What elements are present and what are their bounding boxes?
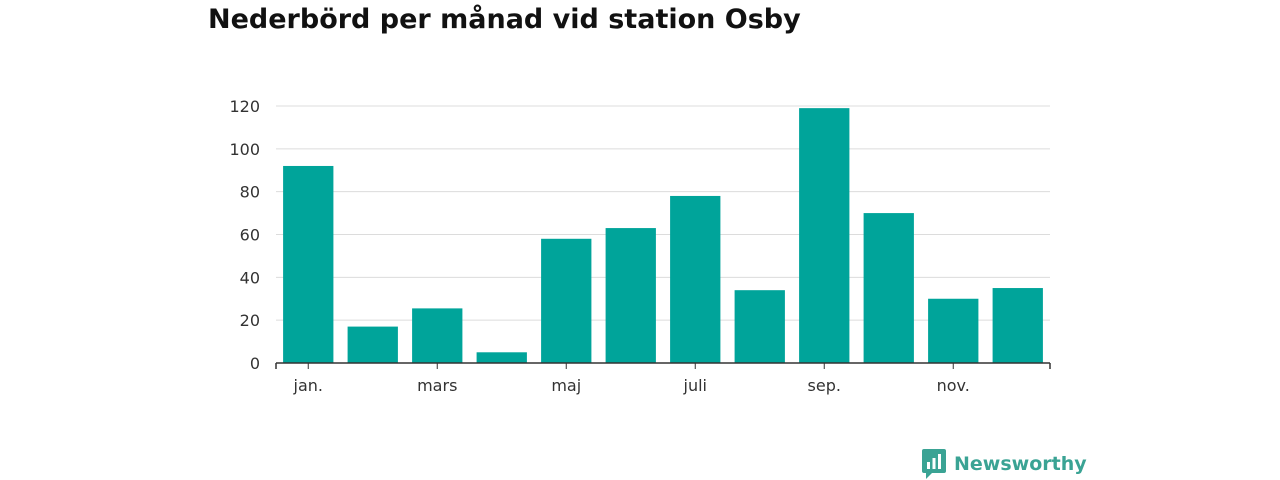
bar-nov	[928, 298, 979, 363]
axes	[275, 362, 1051, 369]
y-tick-label: 60	[240, 226, 260, 245]
bar-jan	[283, 165, 334, 363]
gridlines	[276, 105, 1050, 321]
y-tick-label: 80	[240, 183, 260, 202]
y-tick-labels: 0 20 40 60 80 100 120	[229, 97, 260, 373]
y-tick-label: 100	[229, 140, 260, 159]
newsworthy-logo: Newsworthy	[922, 449, 1087, 479]
x-tick-label: nov.	[937, 376, 970, 395]
bar-juli	[670, 195, 721, 363]
brand-name: Newsworthy	[954, 453, 1087, 475]
bar-aug	[734, 290, 785, 363]
bar-dec	[992, 288, 1043, 363]
bars	[283, 108, 1043, 364]
x-tick-labels: jan. mars maj juli sep. nov.	[293, 376, 970, 395]
bar-maj	[541, 238, 592, 363]
y-tick-label: 120	[229, 97, 260, 116]
bar-juni	[605, 228, 656, 363]
y-tick-label: 20	[240, 311, 260, 330]
x-tick-label: jan.	[293, 376, 323, 395]
bar-feb	[347, 326, 398, 363]
bar-sep	[799, 108, 850, 364]
bar-apr	[476, 352, 527, 363]
x-tick-label: sep.	[808, 376, 841, 395]
y-tick-label: 40	[240, 268, 260, 287]
y-tick-label: 0	[250, 354, 260, 373]
bar-mars	[412, 308, 463, 363]
bar-chart-speech-bubble-icon	[922, 449, 946, 479]
x-tick-label: mars	[417, 376, 457, 395]
bar-okt	[863, 213, 914, 363]
x-tick-label: juli	[683, 376, 707, 395]
chart-title: Nederbörd per månad vid station Osby	[208, 4, 801, 35]
x-tick-label: maj	[551, 376, 581, 395]
